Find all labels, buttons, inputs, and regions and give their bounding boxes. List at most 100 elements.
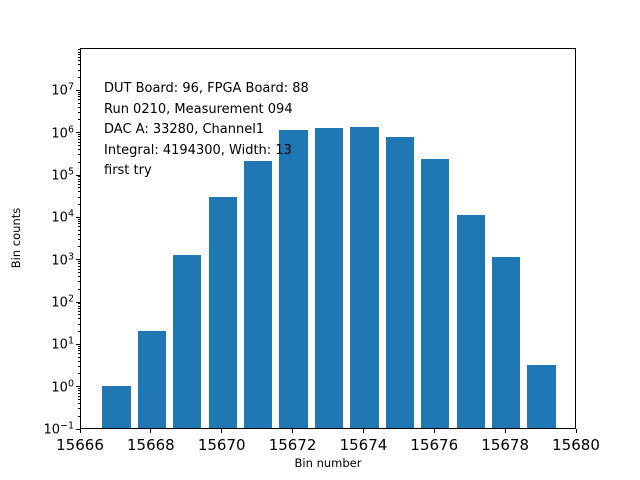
x-tick-label: 15678: [481, 436, 529, 454]
histogram-bar: [243, 161, 273, 428]
y-tick-label: 100: [51, 377, 74, 396]
y-minor-tick-mark: [78, 246, 80, 248]
histogram-bar: [456, 214, 485, 428]
y-minor-tick-mark: [78, 196, 80, 198]
y-minor-tick-mark: [78, 392, 80, 394]
y-minor-tick-mark: [78, 265, 80, 267]
y-minor-tick-mark: [78, 388, 80, 390]
y-minor-tick-mark: [78, 141, 80, 143]
annotation-line: Run 0210, Measurement 094: [104, 101, 293, 117]
y-minor-tick-mark: [78, 149, 80, 150]
y-minor-tick-mark: [78, 331, 80, 333]
y-minor-tick-mark: [78, 56, 80, 58]
y-minor-tick-mark: [78, 218, 80, 220]
x-tick-label: 15680: [552, 436, 600, 454]
histogram-bar: [385, 136, 414, 428]
y-minor-tick-mark: [78, 345, 80, 347]
histogram-bar: [137, 330, 166, 428]
y-minor-tick-mark: [78, 310, 80, 312]
y-minor-tick-mark: [78, 176, 80, 178]
y-minor-tick-mark: [78, 136, 80, 138]
x-tick-mark: [221, 429, 223, 433]
y-minor-tick-mark: [78, 93, 80, 95]
y-minor-tick-mark: [78, 178, 80, 180]
y-minor-tick-mark: [78, 373, 80, 375]
y-minor-tick-mark: [78, 360, 80, 362]
y-minor-tick-mark: [78, 60, 80, 62]
y-tick-mark: [76, 343, 80, 345]
y-minor-tick-mark: [78, 96, 80, 98]
y-minor-tick-mark: [78, 191, 80, 193]
y-minor-tick-mark: [78, 49, 80, 51]
histogram-bar: [491, 256, 521, 428]
y-minor-tick-mark: [78, 138, 80, 140]
y-minor-tick-mark: [78, 51, 80, 53]
y-minor-tick-mark: [78, 161, 80, 163]
y-minor-tick-mark: [78, 154, 80, 156]
y-minor-tick-mark: [78, 408, 80, 410]
x-tick-label: 15668: [126, 436, 175, 454]
y-minor-tick-mark: [78, 91, 80, 93]
histogram-bar: [314, 128, 344, 428]
y-minor-tick-mark: [78, 69, 80, 71]
annotation-line: Integral: 4194300, Width: 13: [104, 142, 292, 158]
annotation-line: DAC A: 33280, Channel1: [104, 122, 265, 138]
x-tick-mark: [575, 429, 577, 433]
x-tick-label: 15670: [197, 436, 246, 454]
y-minor-tick-mark: [78, 395, 80, 397]
x-tick-mark: [292, 429, 294, 433]
y-minor-tick-mark: [78, 102, 80, 104]
x-tick-label: 15676: [410, 436, 459, 454]
x-tick-mark: [433, 429, 435, 433]
y-tick-label: 101: [51, 335, 74, 353]
y-minor-tick-mark: [78, 323, 80, 325]
y-minor-tick-mark: [78, 390, 80, 392]
y-minor-tick-mark: [78, 356, 80, 358]
y-tick-label: 104: [51, 208, 74, 226]
y-minor-tick-mark: [78, 398, 80, 400]
x-tick-label: 15666: [56, 436, 104, 454]
x-tick-label: 15672: [268, 436, 317, 454]
histogram-bar: [173, 255, 202, 428]
y-tick-mark: [76, 89, 80, 91]
y-minor-tick-mark: [78, 99, 80, 101]
y-minor-tick-mark: [78, 204, 80, 206]
y-minor-tick-mark: [78, 365, 80, 367]
y-minor-tick-mark: [78, 415, 80, 417]
y-minor-tick-mark: [78, 181, 80, 183]
y-minor-tick-mark: [78, 288, 80, 290]
annotation-text: DUT Board: 96, FPGA Board: 88 Run 0210, …: [104, 79, 309, 182]
y-minor-tick-mark: [78, 281, 80, 283]
y-minor-tick-mark: [78, 403, 80, 404]
y-minor-tick-mark: [78, 183, 80, 185]
plot-area: DUT Board: 96, FPGA Board: 88 Run 0210, …: [80, 48, 576, 429]
x-axis-label: Bin number: [294, 456, 362, 470]
y-minor-tick-mark: [78, 144, 80, 146]
y-tick-mark: [76, 216, 80, 218]
y-minor-tick-mark: [78, 77, 80, 79]
y-minor-tick-mark: [78, 305, 80, 307]
x-tick-mark: [504, 429, 506, 433]
y-minor-tick-mark: [78, 263, 80, 265]
y-minor-tick-mark: [78, 64, 80, 66]
y-minor-tick-mark: [78, 226, 80, 228]
y-minor-tick-mark: [78, 261, 80, 263]
y-tick-label: 103: [51, 250, 74, 269]
y-minor-tick-mark: [78, 106, 80, 108]
y-minor-tick-mark: [78, 276, 80, 277]
y-minor-tick-mark: [78, 111, 80, 113]
y-minor-tick-mark: [78, 353, 80, 355]
x-tick-mark: [79, 429, 81, 433]
y-tick-label: 102: [51, 293, 74, 311]
histogram-bar: [527, 365, 556, 428]
y-tick-label: 10−1: [43, 420, 74, 438]
histogram-bar: [208, 197, 237, 428]
y-minor-tick-mark: [78, 223, 80, 225]
y-tick-mark: [76, 428, 80, 430]
y-minor-tick-mark: [78, 350, 80, 352]
y-minor-tick-mark: [78, 134, 80, 136]
y-tick-mark: [76, 174, 80, 176]
x-tick-mark: [150, 429, 152, 433]
histogram-bar: [350, 126, 379, 428]
